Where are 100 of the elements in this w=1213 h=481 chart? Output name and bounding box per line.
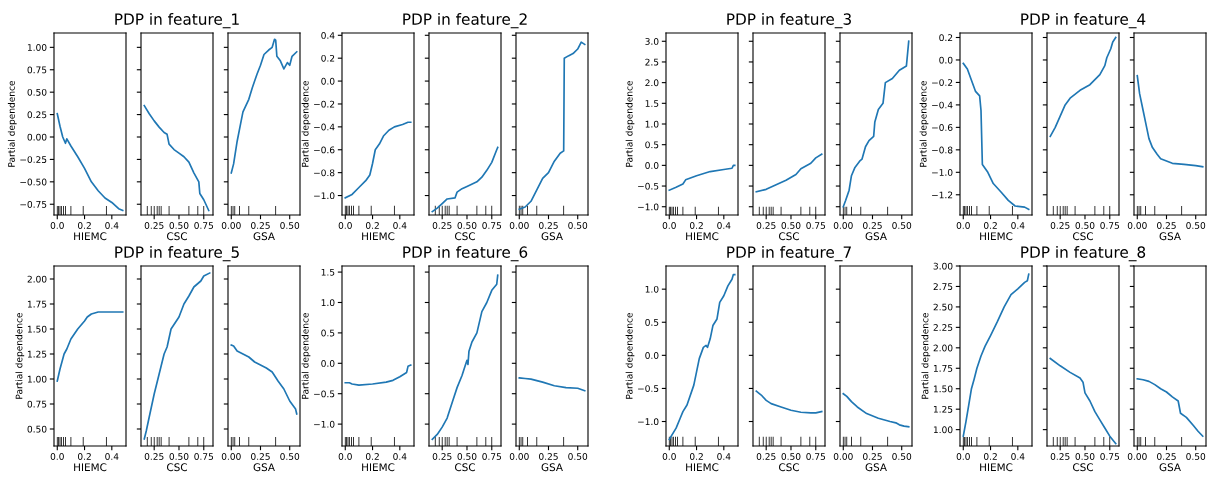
x-axis-title: CSC bbox=[455, 232, 476, 241]
line-series bbox=[56, 311, 124, 382]
x-tick-label: 0.25 bbox=[1157, 222, 1176, 229]
y-tick-label: 1.0 bbox=[321, 299, 335, 307]
x-tick-label: 0.50 bbox=[1075, 222, 1095, 229]
x-tick-label: 0.00 bbox=[833, 222, 853, 229]
y-tick-label: −1.0 bbox=[314, 192, 335, 200]
x-tick-label: 0.75 bbox=[482, 453, 502, 460]
x-tick-label: 0.25 bbox=[432, 222, 452, 229]
x-tick-label: 0.00 bbox=[221, 222, 241, 229]
x-tick-label: 0.0 bbox=[338, 222, 352, 229]
y-axis-title: Partial dependence bbox=[7, 80, 17, 167]
y-axis-title: Partial dependence bbox=[921, 312, 931, 399]
x-axis-title: CSC bbox=[1073, 463, 1094, 472]
y-tick-label: 0.0 bbox=[645, 162, 659, 169]
x-axis-title: HIEMC bbox=[362, 463, 395, 472]
y-tick-label: −1.0 bbox=[638, 203, 659, 211]
y-tick-label: 0.5 bbox=[645, 141, 659, 149]
x-tick-label: 0.25 bbox=[756, 453, 776, 460]
x-tick-label: 0.2 bbox=[365, 222, 379, 229]
chart-title: PDP in feature_1 bbox=[115, 13, 239, 29]
y-tick-label: −0.2 bbox=[314, 100, 335, 108]
y-tick-label: −0.50 bbox=[20, 178, 47, 186]
y-tick-label: 0.00 bbox=[27, 133, 47, 141]
line-series bbox=[668, 273, 736, 441]
x-tick-label: 0.00 bbox=[509, 453, 529, 460]
line-series bbox=[668, 164, 736, 192]
x-tick-label: 0.25 bbox=[539, 222, 558, 229]
x-tick-label: 0.2 bbox=[77, 453, 91, 460]
y-tick-label: −0.4 bbox=[314, 123, 335, 131]
y-tick-label: −0.6 bbox=[932, 124, 953, 131]
x-tick-label: 0.75 bbox=[1100, 453, 1120, 460]
y-tick-label: 3.0 bbox=[645, 38, 659, 45]
x-tick-label: 0.50 bbox=[457, 453, 477, 460]
x-tick-label: 0.50 bbox=[892, 453, 912, 460]
x-axis-title: HIEMC bbox=[74, 463, 107, 472]
chart-title: PDP in feature_8 bbox=[1021, 246, 1146, 262]
x-tick-label: 0.2 bbox=[365, 453, 379, 460]
x-tick-label: 0.4 bbox=[393, 222, 407, 229]
x-axis-title: CSC bbox=[1073, 232, 1094, 241]
y-tick-label: 0.4 bbox=[321, 32, 335, 39]
x-tick-label: 0.25 bbox=[251, 222, 270, 229]
y-axis-title: Partial dependence bbox=[919, 80, 929, 167]
y-tick-label: 0.0 bbox=[939, 56, 953, 64]
x-tick-label: 0.50 bbox=[892, 222, 912, 229]
x-axis-title: HIEMC bbox=[686, 232, 719, 241]
x-axis-title: GSA bbox=[865, 232, 887, 241]
x-tick-label: 0.2 bbox=[689, 222, 703, 229]
y-tick-label: 1.75 bbox=[27, 300, 47, 308]
x-tick-label: 0.75 bbox=[482, 222, 502, 229]
x-tick-label: 0.75 bbox=[194, 222, 214, 229]
x-axis-title: HIEMC bbox=[980, 232, 1013, 241]
y-tick-label: 1.25 bbox=[27, 350, 47, 358]
x-axis-title: HIEMC bbox=[686, 463, 719, 472]
x-tick-label: 0.50 bbox=[280, 453, 300, 460]
y-tick-label: −0.75 bbox=[20, 200, 47, 208]
x-axis-title: GSA bbox=[541, 232, 563, 241]
x-tick-label: 0.00 bbox=[509, 222, 529, 229]
x-tick-label: 0.0 bbox=[956, 453, 970, 460]
x-tick-label: 0.2 bbox=[77, 222, 91, 229]
y-tick-label: 0.5 bbox=[321, 329, 335, 337]
y-tick-label: 1.0 bbox=[645, 285, 659, 293]
x-tick-label: 0.75 bbox=[194, 453, 214, 460]
y-tick-label: 1.5 bbox=[321, 268, 335, 276]
x-tick-label: 0.2 bbox=[983, 453, 997, 460]
x-tick-label: 0.25 bbox=[251, 453, 270, 460]
y-tick-label: −1.0 bbox=[314, 420, 335, 428]
x-tick-label: 0.00 bbox=[221, 453, 241, 460]
x-tick-label: 0.50 bbox=[169, 222, 189, 229]
x-tick-label: 0.0 bbox=[956, 222, 970, 229]
x-tick-label: 0.2 bbox=[983, 222, 997, 229]
y-tick-label: 1.50 bbox=[933, 385, 953, 393]
y-axis-title: Partial dependence bbox=[301, 312, 311, 399]
chart-title: PDP in feature_7 bbox=[727, 246, 851, 262]
y-tick-label: −1.2 bbox=[932, 191, 953, 199]
y-axis-title: Partial dependence bbox=[625, 312, 635, 399]
x-tick-label: 0.4 bbox=[717, 453, 731, 460]
x-tick-label: 0.50 bbox=[457, 222, 477, 229]
y-tick-label: 0.5 bbox=[645, 318, 659, 326]
x-tick-label: 0.00 bbox=[1127, 222, 1147, 229]
x-axis-title: GSA bbox=[541, 463, 563, 472]
y-tick-label: −0.2 bbox=[932, 79, 953, 86]
y-tick-label: 2.25 bbox=[933, 324, 953, 331]
y-tick-label: 1.25 bbox=[933, 405, 953, 413]
y-tick-label: 2.5 bbox=[645, 58, 659, 66]
y-tick-label: 2.50 bbox=[933, 303, 953, 311]
x-axis-title: HIEMC bbox=[362, 232, 395, 241]
y-axis-title: Partial dependence bbox=[15, 312, 25, 399]
x-tick-label: 0.00 bbox=[833, 453, 853, 460]
x-tick-label: 0.0 bbox=[662, 453, 676, 460]
y-tick-label: 2.0 bbox=[645, 79, 659, 87]
y-tick-label: 1.50 bbox=[27, 325, 47, 333]
y-tick-label: −0.25 bbox=[20, 156, 47, 163]
y-tick-label: 0.25 bbox=[27, 111, 47, 119]
line-series bbox=[344, 364, 412, 387]
y-tick-label: 0.0 bbox=[645, 352, 659, 359]
chart-title: PDP in feature_3 bbox=[727, 13, 851, 29]
y-tick-label: 0.75 bbox=[27, 66, 47, 74]
x-tick-label: 0.4 bbox=[717, 222, 731, 229]
x-tick-label: 0.2 bbox=[689, 453, 703, 460]
